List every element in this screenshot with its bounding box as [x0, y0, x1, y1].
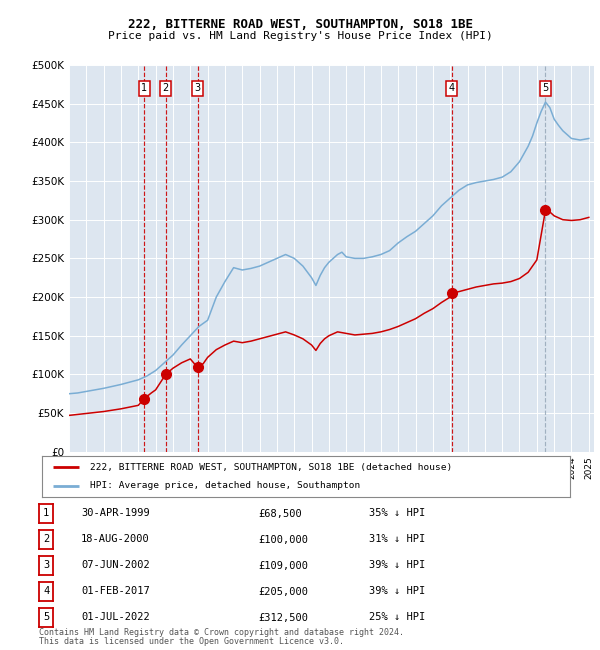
Text: 1: 1 — [43, 508, 49, 519]
Text: 35% ↓ HPI: 35% ↓ HPI — [369, 508, 425, 519]
Text: 3: 3 — [194, 83, 200, 93]
Text: This data is licensed under the Open Government Licence v3.0.: This data is licensed under the Open Gov… — [39, 637, 344, 646]
Text: £68,500: £68,500 — [258, 508, 302, 519]
Text: 18-AUG-2000: 18-AUG-2000 — [81, 534, 150, 545]
Text: 4: 4 — [43, 586, 49, 597]
Text: 2: 2 — [163, 83, 169, 93]
Text: 222, BITTERNE ROAD WEST, SOUTHAMPTON, SO18 1BE: 222, BITTERNE ROAD WEST, SOUTHAMPTON, SO… — [128, 18, 473, 31]
Text: Contains HM Land Registry data © Crown copyright and database right 2024.: Contains HM Land Registry data © Crown c… — [39, 628, 404, 637]
Text: £205,000: £205,000 — [258, 586, 308, 597]
Text: 25% ↓ HPI: 25% ↓ HPI — [369, 612, 425, 623]
Text: 01-FEB-2017: 01-FEB-2017 — [81, 586, 150, 597]
Text: 5: 5 — [43, 612, 49, 623]
Text: 2: 2 — [43, 534, 49, 545]
Text: 30-APR-1999: 30-APR-1999 — [81, 508, 150, 519]
Text: 07-JUN-2002: 07-JUN-2002 — [81, 560, 150, 571]
Text: 5: 5 — [542, 83, 548, 93]
Text: 39% ↓ HPI: 39% ↓ HPI — [369, 586, 425, 597]
Text: 3: 3 — [43, 560, 49, 571]
Text: £312,500: £312,500 — [258, 612, 308, 623]
Text: £100,000: £100,000 — [258, 534, 308, 545]
Text: HPI: Average price, detached house, Southampton: HPI: Average price, detached house, Sout… — [89, 481, 360, 490]
Text: £109,000: £109,000 — [258, 560, 308, 571]
Text: Price paid vs. HM Land Registry's House Price Index (HPI): Price paid vs. HM Land Registry's House … — [107, 31, 493, 41]
Text: 1: 1 — [141, 83, 147, 93]
Text: 31% ↓ HPI: 31% ↓ HPI — [369, 534, 425, 545]
Text: 4: 4 — [449, 83, 455, 93]
Text: 222, BITTERNE ROAD WEST, SOUTHAMPTON, SO18 1BE (detached house): 222, BITTERNE ROAD WEST, SOUTHAMPTON, SO… — [89, 463, 452, 472]
Text: 39% ↓ HPI: 39% ↓ HPI — [369, 560, 425, 571]
Text: 01-JUL-2022: 01-JUL-2022 — [81, 612, 150, 623]
